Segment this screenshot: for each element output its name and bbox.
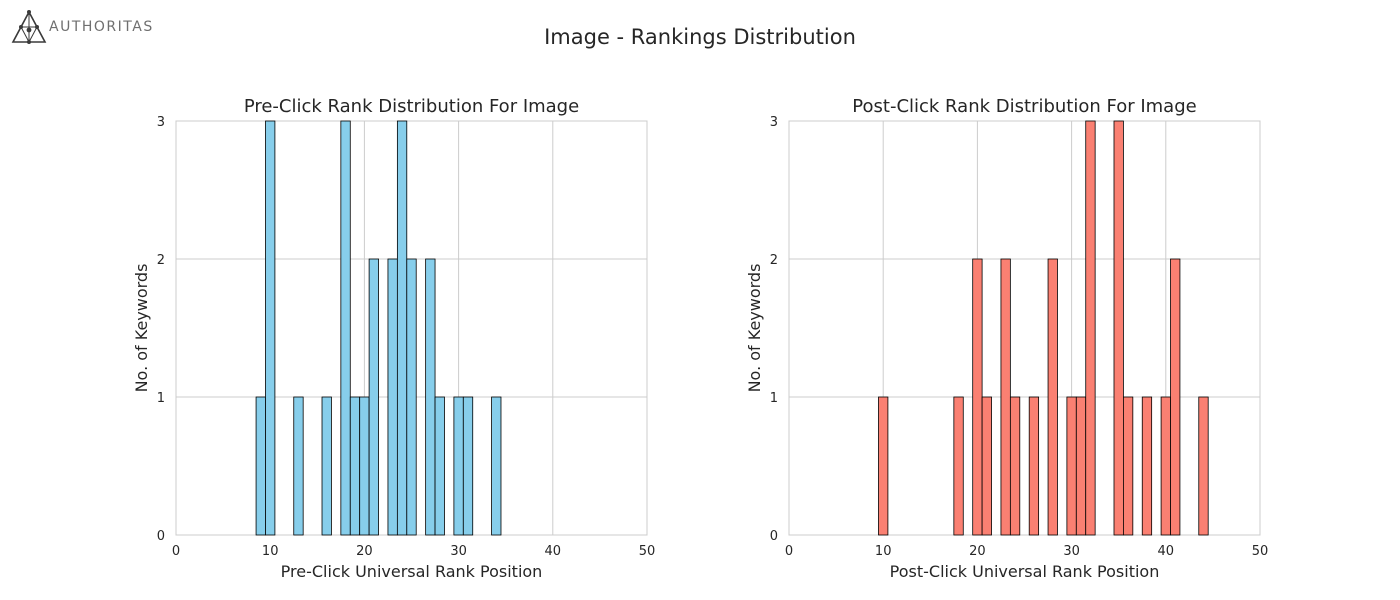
y-axis-title: No. of Keywords <box>745 264 764 393</box>
y-tick-label: 3 <box>157 115 165 130</box>
histogram-bar <box>1066 396 1077 536</box>
x-tick-label: 0 <box>172 544 180 559</box>
authoritas-logo: AUTHORITAS <box>10 10 160 46</box>
x-tick-label: 40 <box>545 544 562 559</box>
x-tick-label: 0 <box>785 544 793 559</box>
histogram-bar <box>255 396 266 536</box>
y-tick-label: 0 <box>157 529 165 544</box>
y-tick-label: 2 <box>770 253 778 268</box>
x-tick-label: 10 <box>262 544 279 559</box>
x-tick-label: 40 <box>1158 544 1175 559</box>
y-tick-label: 0 <box>770 529 778 544</box>
y-tick-label: 1 <box>770 391 778 406</box>
histogram-bar <box>878 396 889 536</box>
histogram-bar <box>359 396 370 536</box>
histogram-bar <box>321 396 332 536</box>
histogram-bar <box>1075 396 1087 536</box>
histogram-bar <box>981 396 992 536</box>
y-tick-label: 3 <box>770 115 778 130</box>
x-tick-label: 20 <box>356 544 373 559</box>
chart-title: Pre-Click Rank Distribution For Image <box>244 96 579 117</box>
histogram-bar <box>1141 396 1153 536</box>
histogram-bar <box>1085 120 1096 536</box>
histogram-bar <box>972 258 983 536</box>
histogram-bar <box>1009 396 1021 536</box>
histogram-bar <box>1198 396 1209 536</box>
histogram-bar <box>491 396 502 536</box>
histogram-bar <box>1123 396 1134 536</box>
x-axis-title: Post-Click Universal Rank Position <box>890 562 1160 581</box>
histogram-bar <box>1160 396 1171 536</box>
y-tick-label: 2 <box>157 253 165 268</box>
plot-frame <box>788 120 1261 536</box>
chart-title: Post-Click Rank Distribution For Image <box>852 96 1196 117</box>
histogram-bar <box>462 396 474 536</box>
histogram-bar <box>434 396 445 536</box>
histogram-bar <box>396 120 408 536</box>
x-tick-label: 50 <box>639 544 656 559</box>
histogram-bar <box>1170 258 1181 536</box>
histogram-bar <box>368 258 379 536</box>
histogram-bar <box>1113 120 1124 536</box>
histogram-bar <box>406 258 417 536</box>
y-axis-title: No. of Keywords <box>132 264 151 393</box>
logo-text: AUTHORITAS <box>49 19 154 35</box>
logo-mark-icon <box>11 10 47 44</box>
x-tick-label: 30 <box>1063 544 1080 559</box>
histogram-bar <box>340 120 351 536</box>
histogram-bar <box>293 396 304 536</box>
y-tick-label: 1 <box>157 391 165 406</box>
histogram-bar <box>953 396 964 536</box>
x-tick-label: 20 <box>969 544 986 559</box>
histogram-bar <box>1047 258 1058 536</box>
x-tick-label: 50 <box>1252 544 1269 559</box>
histogram-bar <box>349 396 361 536</box>
histogram-bar <box>425 258 436 536</box>
histogram-bar <box>1028 396 1040 536</box>
histogram-bar <box>453 396 464 536</box>
histogram-bar <box>387 258 398 536</box>
x-tick-label: 30 <box>450 544 467 559</box>
histogram-bar <box>1000 258 1011 536</box>
histogram-bar <box>265 120 276 536</box>
figure-title: Image - Rankings Distribution <box>544 25 856 49</box>
x-axis-title: Pre-Click Universal Rank Position <box>281 562 543 581</box>
x-tick-label: 10 <box>875 544 892 559</box>
